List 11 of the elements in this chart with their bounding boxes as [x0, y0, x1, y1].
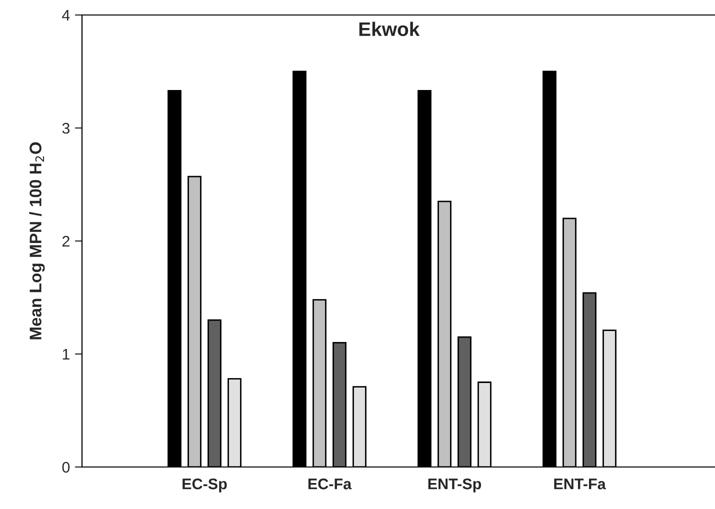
x-tick-label: ENT-Fa: [554, 478, 606, 490]
x-tick-label: EC-Fa: [308, 478, 352, 490]
y-tick-label: 4: [62, 10, 70, 21]
y-axis-title: Mean Log MPN / 100 H$_{2}$O: [29, 142, 45, 340]
y-tick-label: 1: [62, 349, 70, 360]
chart-title: Ekwok: [359, 22, 420, 36]
y-tick-label: 0: [62, 462, 70, 473]
x-tick-label: EC-Sp: [182, 478, 227, 492]
y-tick-label: 3: [62, 122, 70, 134]
y-tick-label: 2: [62, 236, 70, 247]
x-tick-label: ENT-Sp: [428, 478, 482, 492]
